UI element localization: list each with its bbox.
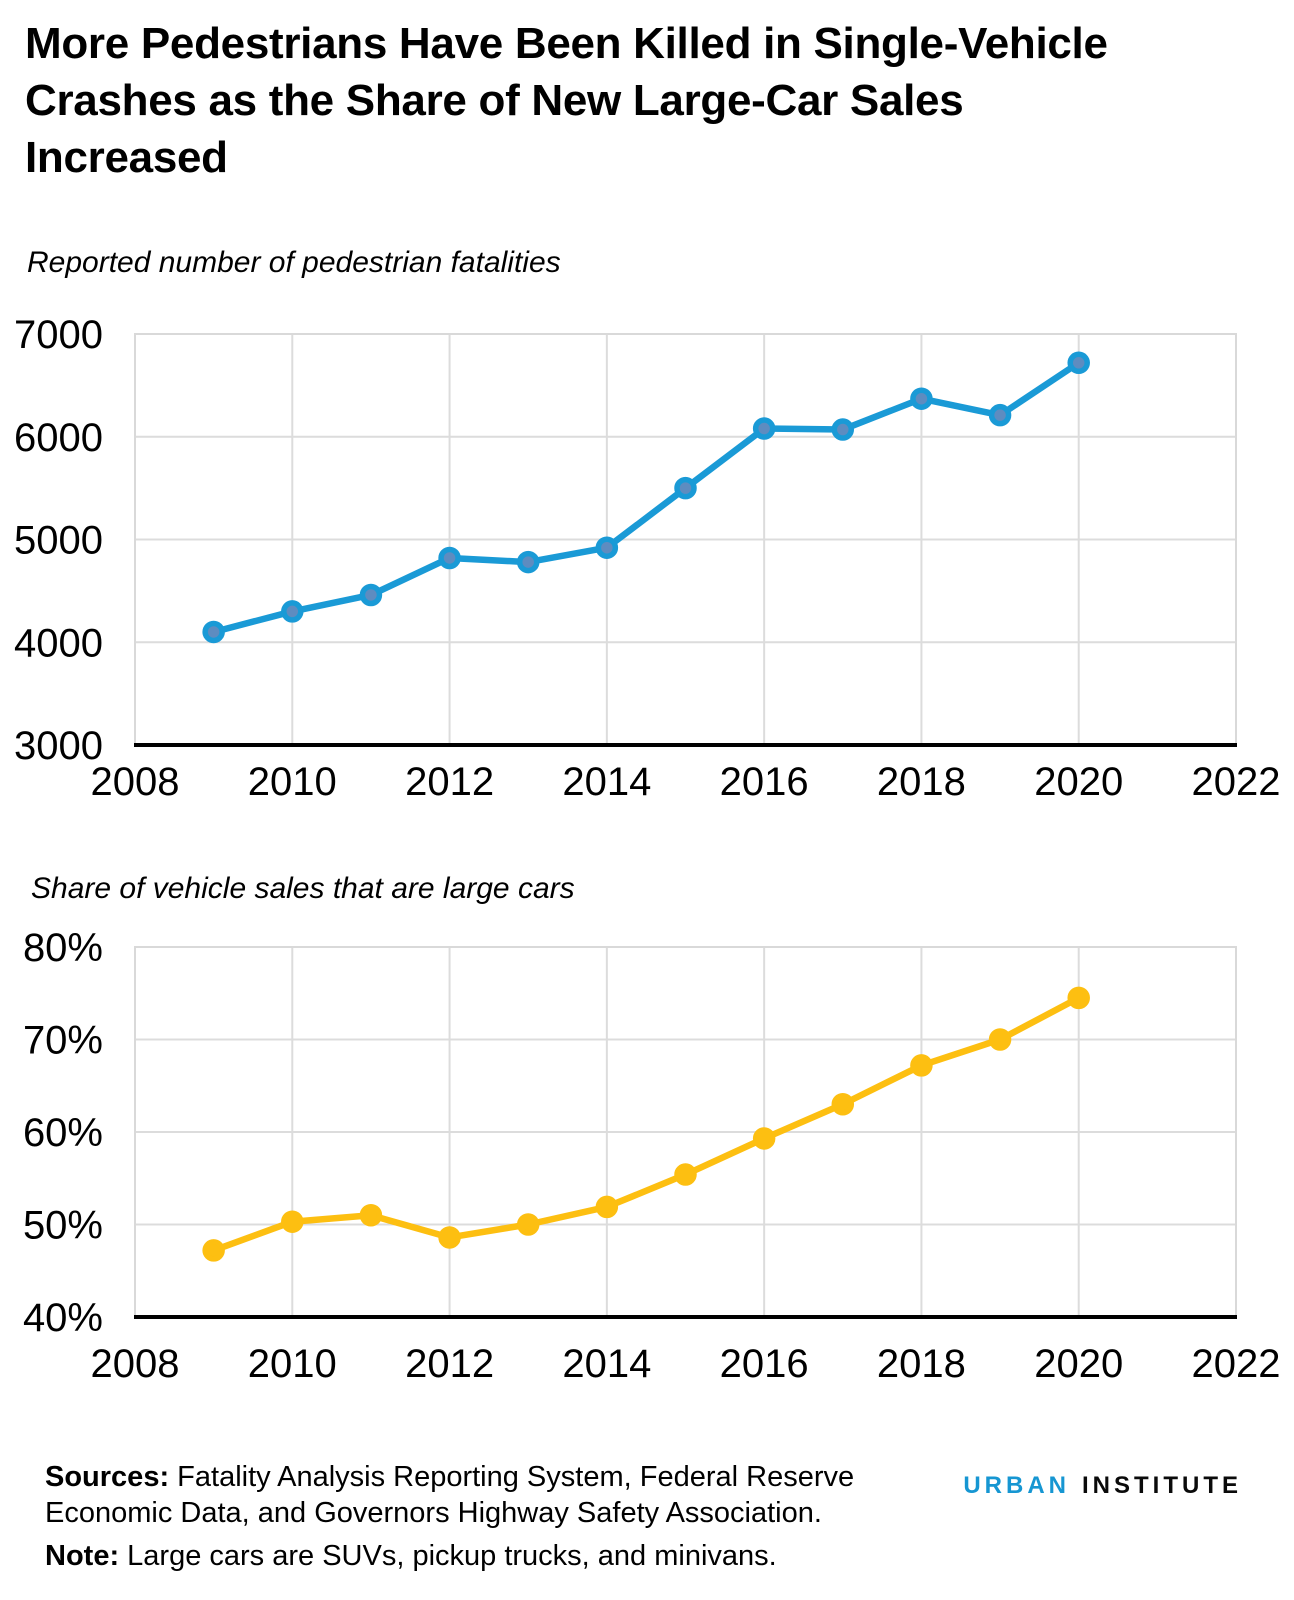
sales-share-line-chart: 40% 50% 60% 70% 80% 2008 2010 2012 2014 2016 2018 2… xyxy=(23,926,1281,1386)
sources-label: Sources: xyxy=(45,1461,170,1493)
data-point xyxy=(516,550,540,574)
x-tick-label: 2010 xyxy=(248,760,337,804)
x-tick-label: 2020 xyxy=(1034,1342,1123,1386)
data-point xyxy=(910,387,933,410)
y-tick-label: 70% xyxy=(23,1019,103,1063)
y-tick-label: 60% xyxy=(23,1111,103,1155)
data-point xyxy=(988,1028,1012,1051)
x-tick-label: 2012 xyxy=(405,760,494,804)
logo-word-institute: INSTITUTE xyxy=(1082,1472,1242,1499)
title-line-3: Increased xyxy=(25,132,228,182)
x-tick-label: 2016 xyxy=(720,760,809,804)
data-point xyxy=(752,1127,776,1150)
logo-word-urban: URBAN xyxy=(963,1472,1070,1499)
data-point xyxy=(1067,351,1090,375)
urban-institute-logo: URBAN INSTITUTE xyxy=(963,1472,1242,1500)
fatalities-chart-subtitle: Reported number of pedestrian fatalities xyxy=(27,246,561,279)
x-tick-label: 2018 xyxy=(877,760,966,804)
data-point xyxy=(438,546,461,570)
note-line: Note: Large cars are SUVs, pickup trucks… xyxy=(45,1539,965,1575)
sales-share-chart-subtitle: Share of vehicle sales that are large ca… xyxy=(31,872,575,905)
x-tick-label: 2020 xyxy=(1034,760,1123,804)
x-tick-label: 2008 xyxy=(91,1342,180,1386)
data-point xyxy=(595,1195,619,1219)
x-tick-label: 2012 xyxy=(405,1342,494,1386)
data-point xyxy=(202,620,225,644)
footer-notes: Sources: Fatality Analysis Reporting Sys… xyxy=(45,1460,965,1575)
y-tick-label: 4000 xyxy=(14,621,103,665)
y-tick-label: 6000 xyxy=(14,416,103,460)
data-point xyxy=(1067,986,1090,1010)
y-tick-label: 5000 xyxy=(14,519,103,563)
data-point xyxy=(988,403,1012,427)
data-point xyxy=(359,583,383,607)
sources-line: Sources: Fatality Analysis Reporting Sys… xyxy=(45,1460,965,1532)
data-point xyxy=(595,536,619,559)
x-tick-label: 2016 xyxy=(720,1342,809,1386)
y-tick-label: 7000 xyxy=(14,313,103,357)
sources-text: Fatality Analysis Reporting System, Fede… xyxy=(45,1461,855,1529)
data-point xyxy=(674,476,697,500)
data-point xyxy=(202,1239,225,1262)
y-tick-label: 80% xyxy=(23,926,103,970)
data-point xyxy=(831,418,855,441)
x-tick-label: 2018 xyxy=(877,1342,966,1386)
data-point xyxy=(910,1054,933,1077)
data-line xyxy=(210,359,1082,636)
y-tick-label: 50% xyxy=(23,1204,103,1248)
data-line xyxy=(210,994,1082,1254)
title-line-2: Crashes as the Share of New Large-Car Sa… xyxy=(25,75,964,125)
x-tick-label: 2022 xyxy=(1192,760,1281,804)
data-point xyxy=(516,1213,540,1236)
data-point xyxy=(674,1163,697,1186)
data-point xyxy=(281,600,304,623)
page-title: More Pedestrians Have Been Killed in Sin… xyxy=(25,16,1275,186)
x-tick-label: 2014 xyxy=(562,1342,651,1386)
note-label: Note: xyxy=(45,1539,120,1572)
data-point xyxy=(359,1204,383,1227)
y-tick-label: 40% xyxy=(23,1296,103,1340)
x-tick-label: 2008 xyxy=(91,760,180,804)
data-point xyxy=(831,1093,855,1116)
title-line-1: More Pedestrians Have Been Killed in Sin… xyxy=(25,19,1108,68)
note-text: Large cars are SUVs, pickup trucks, and … xyxy=(119,1539,777,1572)
x-tick-label: 2022 xyxy=(1192,1342,1281,1386)
fatalities-line-chart: 3000 4000 5000 6000 7000 2008 2010 2012 2014 2016… xyxy=(14,313,1281,804)
data-point xyxy=(438,1226,461,1249)
data-point xyxy=(752,417,776,440)
x-tick-label: 2010 xyxy=(248,1342,337,1386)
x-tick-label: 2014 xyxy=(562,760,651,804)
data-point xyxy=(281,1210,304,1233)
y-tick-label: 3000 xyxy=(14,724,103,768)
